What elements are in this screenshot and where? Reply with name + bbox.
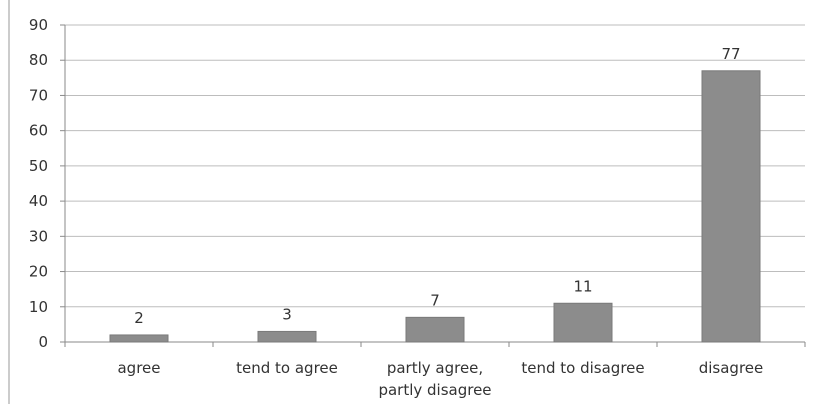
bars <box>109 70 761 343</box>
y-tick-label: 10 <box>29 298 48 316</box>
y-tick-label: 0 <box>38 333 48 351</box>
category-label: disagree <box>699 359 764 377</box>
data-label: 3 <box>282 305 292 323</box>
y-tick-label: 70 <box>29 86 48 104</box>
y-tick-label: 90 <box>29 16 48 34</box>
bar <box>701 70 761 343</box>
y-tick-label: 40 <box>29 192 48 210</box>
gridlines <box>65 24 805 308</box>
y-tick-label: 60 <box>29 122 48 140</box>
category-label: partly agree, <box>387 359 483 377</box>
bar <box>405 316 465 343</box>
category-label: tend to disagree <box>521 359 644 377</box>
data-labels: 2 3 7 11 77 <box>134 45 740 327</box>
y-axis-tick-labels: 0 10 20 30 40 50 60 70 80 90 <box>29 16 65 351</box>
bar <box>109 334 169 343</box>
category-labels: agree tend to agree partly agree, partly di… <box>117 359 763 399</box>
data-label: 2 <box>134 309 144 327</box>
data-label: 7 <box>430 291 440 309</box>
y-tick-label: 80 <box>29 51 48 69</box>
y-tick-label: 50 <box>29 157 48 175</box>
y-tick-label: 20 <box>29 263 48 281</box>
bar <box>257 330 317 343</box>
bar <box>553 302 613 343</box>
category-label: tend to agree <box>236 359 338 377</box>
y-tick-label: 30 <box>29 227 48 245</box>
category-label: agree <box>117 359 160 377</box>
category-label: partly disagree <box>378 381 491 399</box>
data-label: 11 <box>573 277 592 295</box>
data-label: 77 <box>721 45 740 63</box>
